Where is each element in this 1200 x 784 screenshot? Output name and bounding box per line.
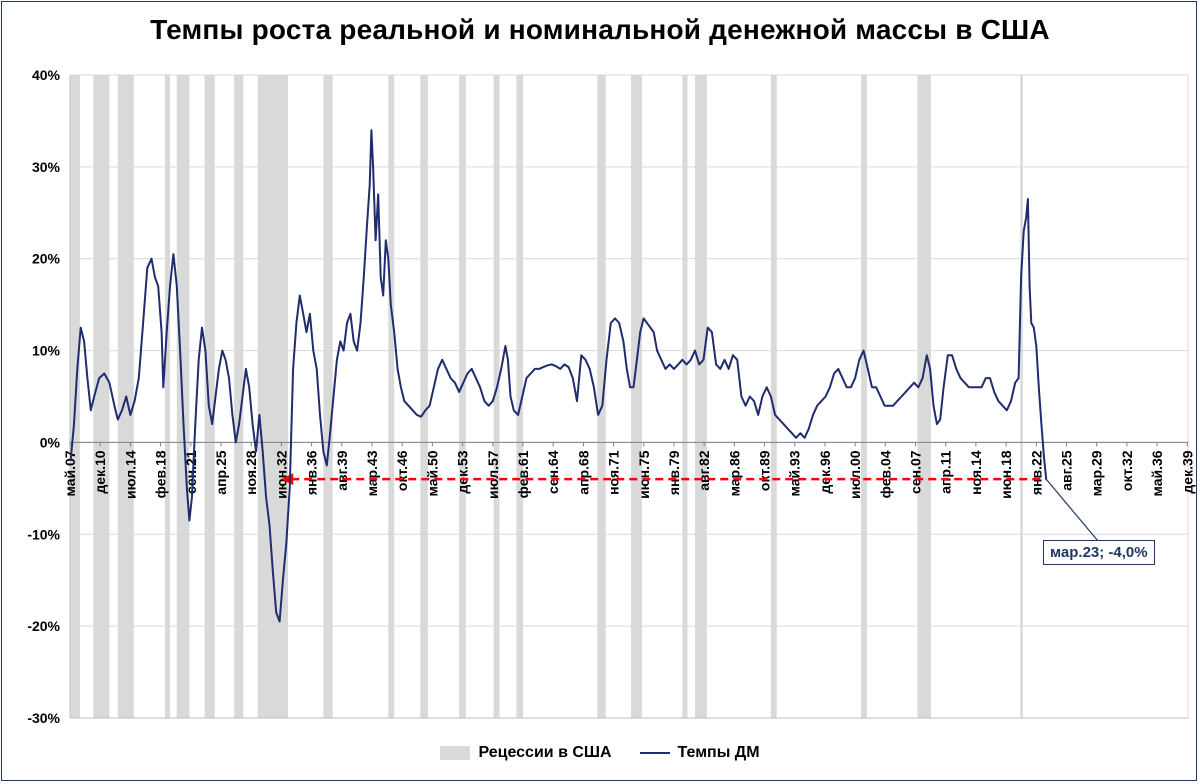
x-tick-label: янв.79 — [666, 450, 682, 495]
x-tick-label: мар.43 — [364, 450, 380, 496]
recession-band — [93, 75, 110, 718]
x-tick-label: ноя.28 — [243, 450, 259, 495]
series-lines — [69, 129, 1048, 623]
recession-band — [861, 75, 867, 718]
x-tick-label: июл.57 — [485, 450, 501, 499]
legend-item-series: Темпы ДМ — [639, 744, 760, 762]
recession-band — [164, 75, 171, 718]
x-tick-label: фев.61 — [515, 450, 531, 498]
x-tick-label: июн.18 — [998, 450, 1014, 499]
x-tick-label: дек.53 — [455, 450, 471, 493]
x-tick-label: фев.18 — [153, 450, 169, 498]
recession-band — [459, 75, 466, 718]
x-tick-label: ноя.71 — [606, 450, 622, 495]
x-tick-label: янв.22 — [1028, 450, 1044, 495]
x-tick-label: окт.89 — [757, 450, 773, 491]
y-tick-label: -20% — [27, 618, 60, 634]
x-tick-label: май.50 — [424, 450, 440, 496]
legend-label-series: Темпы ДМ — [677, 744, 760, 761]
x-tick-label: дек.96 — [817, 450, 833, 493]
recession-band — [770, 75, 777, 718]
x-tick-label: сен.07 — [908, 450, 924, 494]
recession-band — [630, 75, 642, 718]
x-tick-label: июл.14 — [122, 450, 138, 499]
recession-band — [388, 75, 395, 718]
legend-item-recessions: Рецессии в США — [440, 744, 612, 762]
x-tick-label: май.07 — [62, 450, 78, 496]
x-tick-label: ноя.14 — [968, 450, 984, 495]
x-tick-label: авг.39 — [334, 450, 350, 490]
series-line — [69, 129, 1048, 623]
y-tick-label: -10% — [27, 526, 60, 542]
y-tick-label: 40% — [32, 67, 61, 83]
recession-band — [257, 75, 289, 718]
recession-band — [516, 75, 524, 718]
x-tick-label: окт.46 — [394, 450, 410, 491]
x-tick-label: мар.29 — [1089, 450, 1105, 496]
recession-band — [695, 75, 707, 718]
series-swatch — [639, 752, 670, 754]
chart-title: Темпы роста реальной и номинальной денеж… — [150, 14, 1050, 45]
legend: Рецессии в США Темпы ДМ — [0, 744, 1200, 762]
y-tick-label: 20% — [32, 251, 61, 267]
x-tick-label: апр.68 — [575, 450, 591, 494]
callout-leader-line — [1045, 478, 1099, 542]
callout-connector — [1045, 478, 1099, 542]
y-tick-label: 30% — [32, 159, 61, 175]
recession-band — [597, 75, 606, 718]
x-tick-label: июн.32 — [273, 450, 289, 499]
recession-swatch — [440, 746, 471, 760]
x-tick-label: сен.64 — [545, 450, 561, 494]
x-tick-label: апр.11 — [938, 450, 954, 494]
recession-band — [234, 75, 244, 718]
recession-band — [323, 75, 333, 718]
x-tick-label: дек.10 — [92, 450, 108, 493]
recession-band — [493, 75, 500, 718]
y-tick-label: -30% — [27, 710, 60, 726]
x-tick-label: окт.32 — [1119, 450, 1135, 491]
y-axis-ticks: 40% 30% 20% 10% 0% -10% -20% -30% — [27, 67, 60, 726]
x-tick-label: дек.39 — [1179, 450, 1195, 493]
x-axis-ticks: май.07 дек.10 июл.14 фев.18 сен.21 апр.25 ноя.… — [62, 441, 1195, 499]
y-tick-label: 0% — [40, 434, 61, 450]
x-tick-label: фев.04 — [877, 450, 893, 498]
y-tick-label: 10% — [32, 343, 61, 359]
x-tick-label: май.93 — [787, 450, 803, 496]
legend-label-recessions: Рецессии в США — [478, 744, 612, 761]
recession-bands — [70, 75, 1023, 718]
x-tick-label: янв.36 — [304, 450, 320, 495]
x-tick-label: май.36 — [1149, 450, 1165, 496]
x-tick-label: авг.82 — [696, 450, 712, 490]
annotation-callout: мар.23; -4,0% — [1043, 540, 1155, 565]
x-tick-label: апр.25 — [213, 450, 229, 494]
x-tick-label: мар.86 — [726, 450, 742, 496]
recession-band — [682, 75, 688, 718]
x-tick-label: июн.75 — [636, 450, 652, 499]
x-tick-label: авг.25 — [1058, 450, 1074, 490]
recession-band — [204, 75, 215, 718]
gridlines — [69, 74, 1189, 719]
x-tick-label: июл.00 — [847, 450, 863, 499]
recession-band — [917, 75, 931, 718]
recession-band — [420, 75, 428, 718]
